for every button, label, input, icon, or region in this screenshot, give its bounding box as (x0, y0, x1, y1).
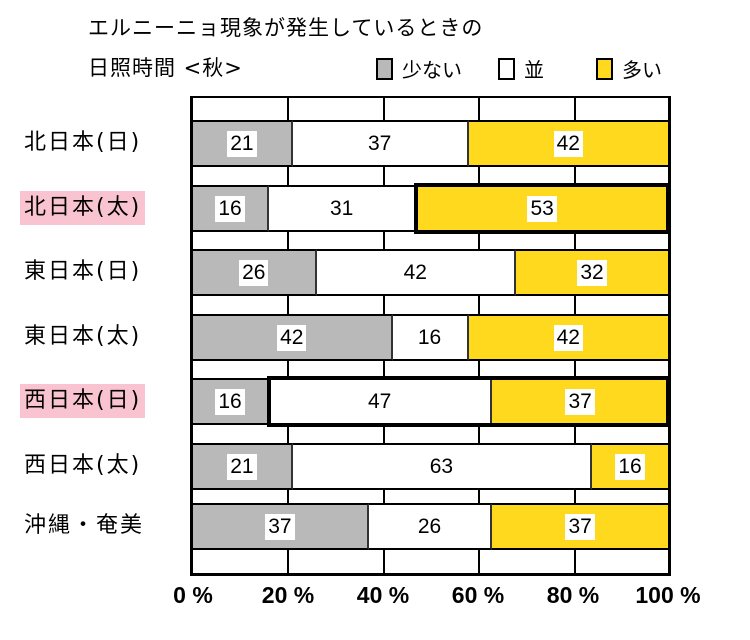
data-label: 63 (426, 453, 457, 480)
data-label: 16 (215, 388, 245, 415)
segment-normal: 42 (316, 249, 516, 296)
segment-few: 37 (193, 503, 369, 550)
stacked-bar: 42 16 42 (193, 314, 668, 361)
chart-title-line-1: エルニーニョ現象が発生しているときの (88, 16, 484, 40)
data-label: 26 (239, 259, 269, 286)
x-tick: 60 % (451, 582, 505, 608)
segment-normal: 31 (269, 185, 417, 232)
x-tick: 100 % (635, 582, 701, 608)
x-tick: 0 % (173, 582, 213, 608)
data-label: 37 (565, 388, 595, 415)
segment-few: 21 (193, 120, 293, 167)
data-label: 16 (615, 453, 645, 480)
segment-many: 37 (492, 503, 668, 550)
segment-many: 37 (492, 378, 668, 425)
legend-swatch-gray-icon (376, 57, 393, 80)
row-label: 西日本(太) (24, 453, 142, 478)
data-label: 42 (553, 130, 583, 157)
row-label: 北日本(太) (20, 191, 146, 225)
stacked-bar: 16 47 37 (193, 378, 668, 425)
data-label: 26 (414, 513, 445, 540)
segment-normal: 26 (368, 503, 493, 550)
segment-few: 26 (193, 249, 317, 296)
segment-normal: 16 (392, 314, 469, 361)
data-label: 16 (215, 195, 245, 222)
data-label: 31 (326, 195, 357, 222)
segment-few: 21 (193, 443, 293, 490)
legend-swatch-yellow-icon (596, 57, 613, 80)
segment-many: 42 (468, 120, 668, 167)
data-label: 53 (527, 195, 557, 222)
segment-few: 42 (193, 314, 393, 361)
data-label: 42 (277, 324, 307, 351)
segment-normal: 63 (292, 443, 592, 490)
segment-few: 16 (193, 185, 269, 232)
x-tick: 40 % (356, 582, 410, 608)
stacked-bar: 26 42 32 (193, 249, 668, 296)
legend-swatch-white-icon (498, 57, 515, 80)
stacked-bar: 21 37 42 (193, 120, 668, 167)
x-tick: 20 % (261, 582, 315, 608)
segment-many: 42 (468, 314, 668, 361)
legend-label: 並 (524, 58, 544, 82)
stacked-bar: 21 63 16 (193, 443, 668, 490)
segment-many: 53 (416, 185, 668, 232)
legend-item-few: 少ない (376, 54, 462, 83)
row-label: 東日本(太) (24, 324, 142, 349)
data-label: 21 (227, 453, 257, 480)
row-label: 北日本(日) (24, 130, 142, 155)
legend-item-many: 多い (596, 54, 662, 83)
data-label: 37 (565, 513, 595, 540)
legend-label: 少ない (402, 58, 462, 82)
data-label: 42 (553, 324, 583, 351)
row-label: 西日本(日) (20, 384, 146, 418)
x-tick: 80 % (546, 582, 600, 608)
data-label: 32 (577, 259, 607, 286)
stacked-bar: 37 26 37 (193, 503, 668, 550)
legend-item-normal: 並 (498, 54, 544, 83)
data-label: 47 (364, 388, 395, 415)
row-label: 沖縄・奄美 (24, 513, 145, 538)
data-label: 37 (364, 130, 395, 157)
data-label: 42 (400, 259, 430, 286)
data-label: 37 (265, 513, 295, 540)
segment-many: 32 (516, 249, 668, 296)
data-label: 21 (227, 130, 257, 157)
segment-normal: 37 (292, 120, 469, 167)
stacked-bar: 16 31 53 (193, 185, 668, 232)
chart-title-line-2: 日照時間 <秋> (88, 56, 243, 80)
segment-many: 16 (592, 443, 668, 490)
row-label: 東日本(日) (24, 259, 142, 284)
segment-normal: 47 (269, 378, 493, 425)
legend-label: 多い (622, 58, 662, 82)
data-label: 16 (414, 324, 445, 351)
segment-few: 16 (193, 378, 269, 425)
